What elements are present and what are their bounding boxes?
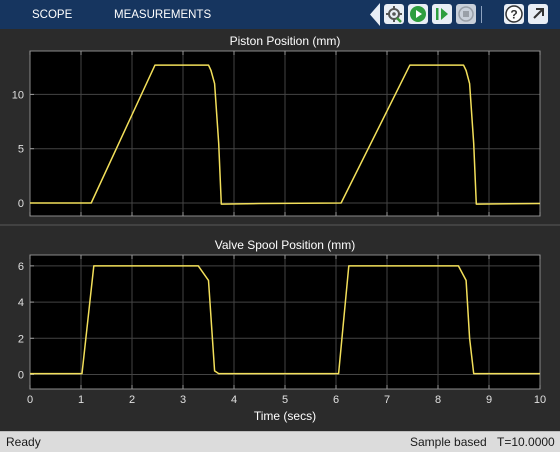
y-tick-label: 6 bbox=[18, 261, 24, 273]
stop-icon bbox=[458, 6, 474, 22]
toolbar-separator bbox=[481, 6, 482, 23]
svg-text:?: ? bbox=[510, 8, 517, 22]
toolbar-buttons: ? bbox=[368, 3, 560, 26]
tab-measurements[interactable]: MEASUREMENTS bbox=[114, 9, 212, 21]
x-tick-label: 3 bbox=[180, 394, 186, 406]
y-tick-label: 0 bbox=[18, 370, 24, 382]
y-tick-label: 4 bbox=[18, 297, 24, 309]
plot-title: Valve Spool Position (mm) bbox=[215, 238, 356, 252]
status-bar: Ready Sample based T=10.0000 bbox=[0, 431, 560, 452]
series-line bbox=[30, 64, 541, 205]
step-forward-button[interactable] bbox=[432, 4, 452, 24]
toolbar-collapse-arrow bbox=[370, 3, 380, 26]
plot-title: Piston Position (mm) bbox=[230, 34, 341, 48]
plot-area: 0 5 10 Piston Position (mm) 0 2 4 6 0 1 2 3 4 5 6 7 8 9 10… bbox=[0, 29, 560, 431]
status-text: Ready bbox=[6, 435, 41, 449]
x-tick-label: 2 bbox=[129, 394, 135, 406]
x-tick-label: 10 bbox=[534, 394, 546, 406]
x-tick-label: 1 bbox=[78, 394, 84, 406]
x-tick-label: 4 bbox=[231, 394, 237, 406]
series-line bbox=[30, 265, 540, 375]
x-tick-label: 0 bbox=[27, 394, 33, 406]
undock-icon bbox=[533, 8, 544, 19]
y-tick-label: 5 bbox=[18, 144, 24, 156]
x-tick-label: 6 bbox=[333, 394, 339, 406]
scope-toolbar: SCOPE MEASUREMENTS bbox=[0, 0, 560, 29]
y-tick-label: 2 bbox=[18, 333, 24, 345]
settings-icon bbox=[386, 6, 402, 23]
x-tick-label: 8 bbox=[435, 394, 441, 406]
sample-mode-text: Sample based bbox=[410, 435, 487, 449]
x-axis-label: Time (secs) bbox=[254, 409, 316, 423]
run-button[interactable] bbox=[408, 4, 428, 24]
run-icon bbox=[410, 6, 426, 22]
x-tick-label: 9 bbox=[486, 394, 492, 406]
stop-button[interactable] bbox=[456, 4, 476, 24]
scope-plots: 0 5 10 Piston Position (mm) 0 2 4 6 0 1 2 3 4 5 6 7 8 9 10… bbox=[0, 34, 560, 423]
settings-button[interactable] bbox=[384, 4, 404, 24]
simulation-time-text: T=10.0000 bbox=[497, 435, 555, 449]
tab-scope[interactable]: SCOPE bbox=[32, 9, 73, 21]
help-icon: ? bbox=[505, 5, 523, 23]
y-tick-label: 0 bbox=[18, 198, 24, 210]
x-tick-label: 7 bbox=[384, 394, 390, 406]
undock-button[interactable] bbox=[528, 4, 548, 24]
help-button[interactable]: ? bbox=[504, 4, 524, 24]
x-tick-label: 5 bbox=[282, 394, 288, 406]
step-forward-icon bbox=[436, 8, 448, 20]
y-tick-label: 10 bbox=[12, 89, 24, 101]
